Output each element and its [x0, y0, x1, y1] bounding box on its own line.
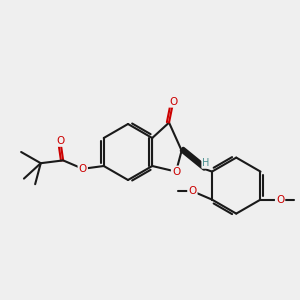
Text: H: H: [202, 158, 210, 168]
Text: O: O: [188, 186, 196, 196]
Text: O: O: [79, 164, 87, 174]
Text: O: O: [169, 97, 177, 106]
Text: O: O: [276, 195, 284, 205]
Text: O: O: [56, 136, 64, 146]
Text: O: O: [172, 167, 180, 177]
